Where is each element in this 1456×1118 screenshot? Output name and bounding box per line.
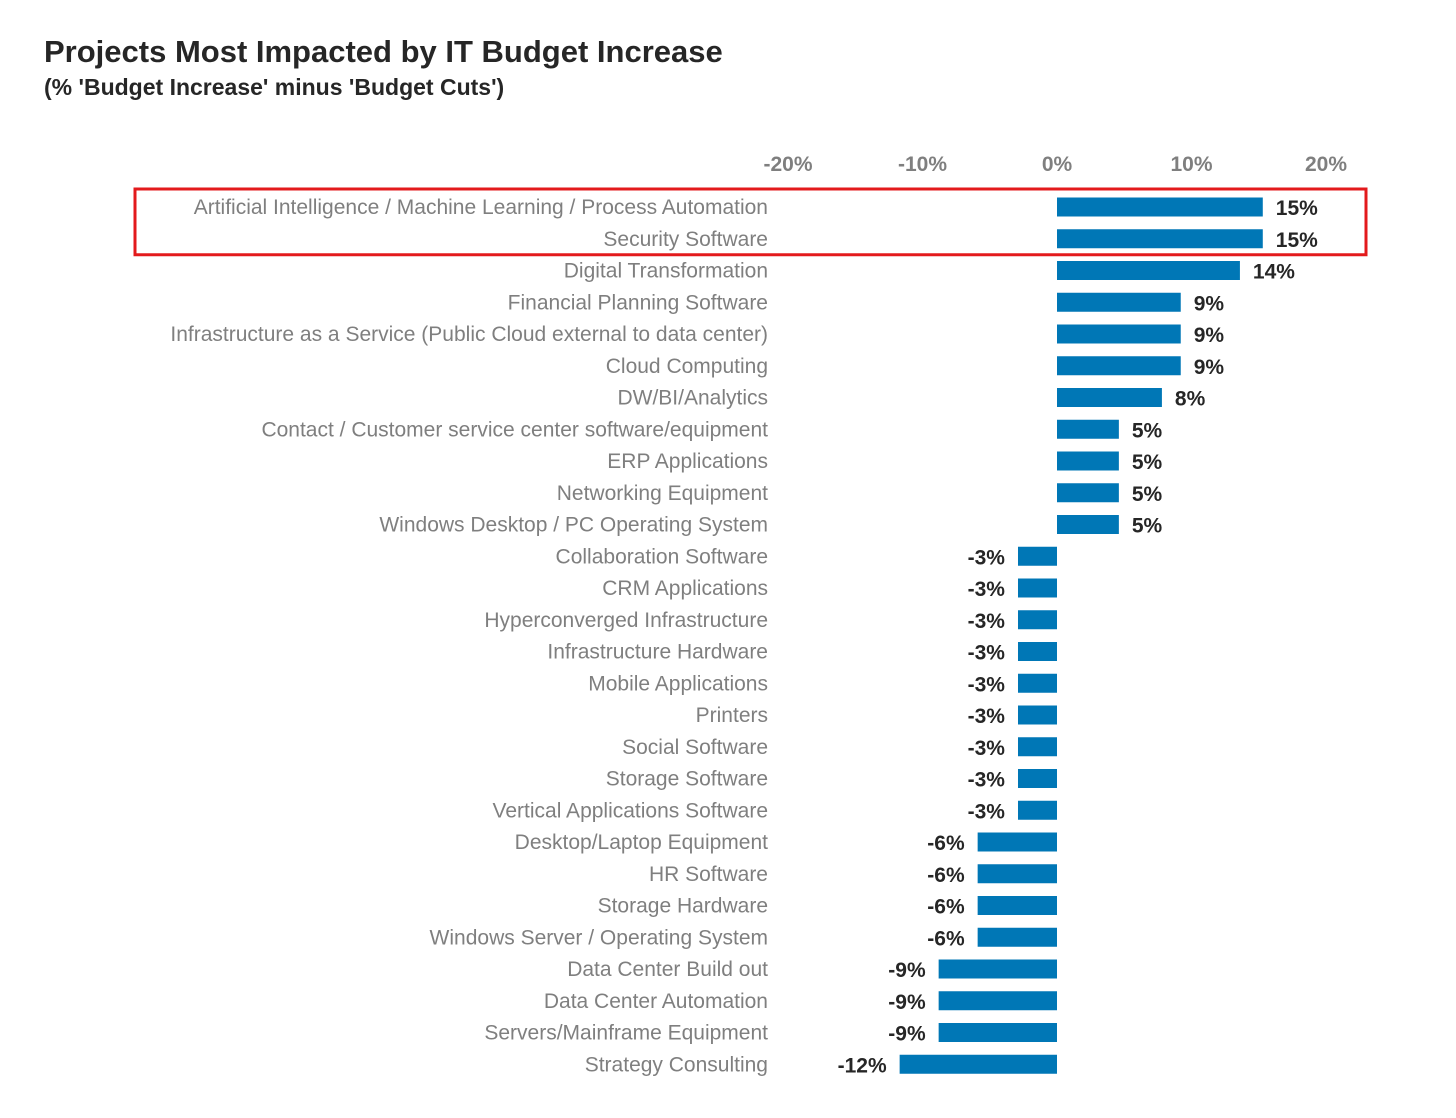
bar — [1017, 769, 1057, 788]
value-label: 8% — [1175, 388, 1206, 411]
value-label: -6% — [927, 896, 965, 919]
bar — [977, 927, 1057, 947]
category-label: Contact / Customer service center softwa… — [261, 418, 768, 441]
value-labels: 15% 15% 14% 9% 9% 9% 8% 5% 5% 5% 5% -3% -3% -3% -3% -3%… — [838, 197, 1319, 1077]
category-label: ERP Applications — [607, 450, 768, 473]
value-label: 15% — [1276, 229, 1318, 252]
category-label: Cloud Computing — [606, 355, 768, 378]
value-label: 5% — [1132, 451, 1163, 474]
category-label: Financial Planning Software — [508, 291, 768, 314]
value-label: -9% — [888, 1023, 926, 1046]
category-label: HR Software — [649, 863, 768, 886]
chart-subtitle: (% 'Budget Increase' minus 'Budget Cuts'… — [44, 74, 505, 100]
bar — [1017, 642, 1057, 661]
category-label: Artificial Intelligence / Machine Learni… — [194, 196, 768, 219]
value-label: 14% — [1253, 261, 1295, 284]
bar — [938, 959, 1057, 979]
highlight-box — [133, 187, 1368, 257]
x-tick-label: 20% — [1305, 153, 1347, 176]
category-label: Hyperconverged Infrastructure — [484, 609, 768, 632]
category-label: Printers — [696, 704, 768, 727]
value-label: 5% — [1132, 419, 1163, 442]
category-label: Data Center Automation — [544, 990, 768, 1013]
value-label: -3% — [968, 673, 1006, 696]
category-label: Networking Equipment — [557, 482, 768, 505]
category-label: Storage Hardware — [598, 895, 768, 918]
bar — [977, 864, 1057, 884]
bar — [1017, 578, 1057, 598]
value-label: -6% — [927, 927, 965, 950]
value-label: -12% — [838, 1054, 887, 1077]
bar — [1017, 737, 1057, 757]
bar — [1017, 705, 1057, 725]
category-label: Collaboration Software — [556, 545, 768, 568]
value-label: 5% — [1132, 515, 1163, 538]
category-label: CRM Applications — [602, 577, 768, 600]
value-label: -6% — [927, 864, 965, 887]
category-label: Data Center Build out — [567, 958, 768, 981]
value-label: -6% — [927, 832, 965, 855]
x-tick-label: 0% — [1042, 153, 1073, 176]
category-label: Storage Software — [606, 768, 768, 791]
value-label: -3% — [968, 546, 1006, 569]
value-label: 15% — [1276, 197, 1318, 220]
bar — [1057, 197, 1263, 217]
category-label: Windows Server / Operating System — [430, 926, 768, 949]
bar — [1057, 292, 1181, 312]
bar — [1057, 229, 1263, 249]
bar — [977, 896, 1057, 915]
value-label: 9% — [1194, 292, 1225, 315]
category-label: Windows Desktop / PC Operating System — [379, 514, 768, 537]
bar — [1057, 356, 1181, 376]
value-label: -9% — [888, 991, 926, 1014]
value-label: -3% — [968, 610, 1006, 633]
value-label: -3% — [968, 642, 1006, 665]
bar — [938, 1023, 1057, 1042]
highlight-rectangle — [133, 187, 1368, 257]
category-label: Desktop/Laptop Equipment — [515, 831, 768, 854]
value-label: 5% — [1132, 483, 1163, 506]
value-label: -3% — [968, 800, 1006, 823]
category-labels: Artificial Intelligence / Machine Learni… — [170, 196, 768, 1076]
bars — [899, 197, 1263, 1074]
bar — [1057, 451, 1119, 471]
bar — [1057, 324, 1181, 344]
bar — [1057, 515, 1119, 534]
value-label: -3% — [968, 705, 1006, 728]
value-label: -3% — [968, 737, 1006, 760]
value-label: -3% — [968, 769, 1006, 792]
bar — [1057, 483, 1119, 503]
category-label: Mobile Applications — [588, 672, 768, 695]
bar — [1057, 388, 1162, 407]
bar — [1017, 800, 1057, 820]
value-label: -9% — [888, 959, 926, 982]
category-label: Infrastructure Hardware — [547, 641, 768, 664]
bar — [1017, 610, 1057, 630]
bar — [1017, 673, 1057, 693]
x-tick-label: -20% — [763, 153, 812, 176]
category-label: Security Software — [603, 228, 768, 251]
bar — [1017, 546, 1057, 566]
bar — [899, 1054, 1057, 1074]
bar — [1057, 419, 1119, 439]
x-axis: -20% -10% 0% 10% 20% — [763, 153, 1347, 176]
category-label: Social Software — [622, 736, 768, 759]
category-label: Infrastructure as a Service (Public Clou… — [170, 323, 768, 346]
category-label: Vertical Applications Software — [493, 799, 768, 822]
category-label: Digital Transformation — [564, 260, 768, 283]
bar — [977, 832, 1057, 852]
bar — [1057, 261, 1240, 280]
category-label: Strategy Consulting — [585, 1053, 768, 1076]
bar — [938, 991, 1057, 1011]
value-label: 9% — [1194, 324, 1225, 347]
x-tick-label: -10% — [898, 153, 947, 176]
category-label: Servers/Mainframe Equipment — [484, 1022, 768, 1045]
value-label: 9% — [1194, 356, 1225, 379]
x-tick-label: 10% — [1170, 153, 1212, 176]
chart-title: Projects Most Impacted by IT Budget Incr… — [44, 34, 723, 69]
value-label: -3% — [968, 578, 1006, 601]
category-label: DW/BI/Analytics — [617, 387, 768, 410]
